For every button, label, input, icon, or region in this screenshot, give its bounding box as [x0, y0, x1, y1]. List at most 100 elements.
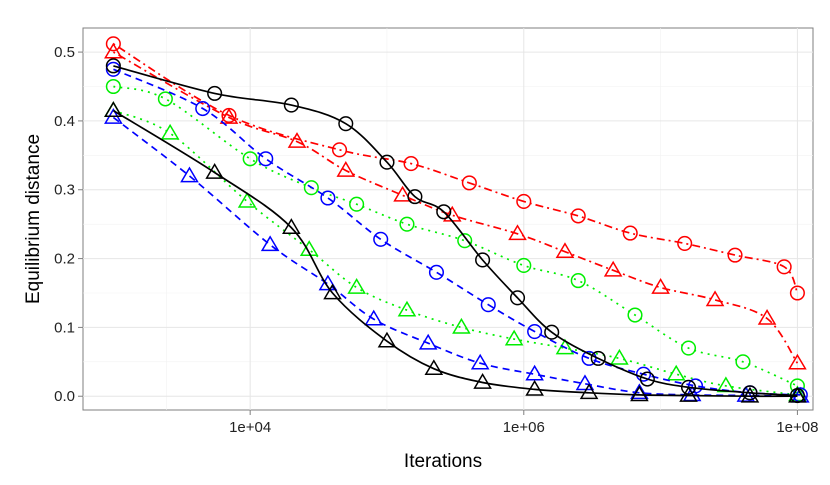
data-point-circle — [581, 350, 597, 366]
series-line — [112, 109, 798, 398]
data-point-triangle — [397, 300, 417, 317]
data-point-circle — [105, 78, 121, 95]
data-point-triangle — [473, 372, 492, 389]
x-axis-ticks: 1e+04 1e+06 1e+08 — [229, 410, 818, 436]
x-tick-label: 1e+06 — [503, 419, 545, 436]
x-tick-label: 1e+04 — [229, 419, 271, 436]
data-point-triangle — [104, 101, 123, 117]
data-point-circle — [742, 385, 758, 401]
data-point-triangle — [757, 308, 777, 325]
data-point-circle — [590, 350, 606, 366]
data-point-circle — [105, 61, 121, 77]
series-line — [113, 85, 798, 387]
data-point-triangle — [666, 364, 686, 381]
data-point-circle — [331, 142, 348, 158]
data-point-circle — [258, 151, 274, 167]
data-point-circle — [677, 235, 693, 251]
data-point-triangle — [788, 353, 807, 370]
data-point-triangle — [452, 317, 471, 334]
y-tick-label: 0.0 — [54, 388, 75, 405]
data-point-circle — [635, 366, 652, 382]
data-point-circle — [105, 58, 121, 74]
y-tick-label: 0.5 — [54, 44, 75, 61]
data-point-triangle — [364, 309, 384, 326]
data-point-triangle — [418, 333, 438, 350]
data-point-triangle — [610, 348, 629, 365]
data-point-triangle — [504, 329, 524, 346]
data-point-circle — [403, 156, 419, 172]
y-axis-title: Equilibrium distance — [23, 134, 44, 304]
data-point-circle — [283, 97, 299, 113]
data-point-circle — [436, 204, 452, 220]
data-point-circle — [680, 340, 697, 356]
data-point-circle — [349, 196, 365, 212]
data-point-circle — [680, 379, 697, 395]
data-point-circle — [320, 190, 336, 206]
data-point-triangle — [679, 386, 698, 402]
y-tick-label: 0.2 — [54, 251, 75, 268]
data-point-circle — [570, 273, 586, 289]
data-point-circle — [242, 151, 258, 167]
data-point-triangle — [377, 331, 397, 348]
x-axis-title: Iterations — [404, 451, 482, 472]
data-point-triangle — [180, 166, 199, 183]
series-6 — [105, 58, 805, 404]
data-point-circle — [735, 354, 751, 370]
data-point-circle — [105, 36, 121, 52]
data-point-circle — [776, 259, 792, 275]
data-point-triangle — [630, 383, 649, 400]
data-point-triangle — [299, 240, 319, 256]
data-point-triangle — [393, 185, 412, 202]
data-point-triangle — [287, 132, 307, 148]
data-point-triangle — [219, 107, 239, 124]
data-point-triangle — [323, 283, 342, 300]
data-point-circle — [727, 247, 743, 263]
data-point-circle — [461, 175, 477, 191]
data-point-triangle — [705, 290, 725, 307]
data-point-triangle — [347, 278, 366, 294]
data-point-triangle — [575, 374, 595, 391]
data-point-triangle — [318, 274, 338, 291]
data-point-circle — [570, 208, 586, 224]
series-line — [113, 68, 801, 396]
y-tick-label: 0.4 — [54, 113, 75, 130]
series-5 — [104, 107, 810, 403]
data-point-triangle — [282, 218, 301, 234]
data-point-triangle — [104, 42, 123, 59]
data-point-circle — [195, 100, 211, 117]
data-point-circle — [457, 233, 473, 249]
data-point-triangle — [740, 386, 760, 403]
data-point-triangle — [336, 160, 356, 177]
data-point-circle — [516, 257, 532, 274]
plot-panel — [82, 27, 814, 411]
data-point-triangle — [508, 224, 527, 241]
y-tick-label: 0.3 — [54, 182, 75, 199]
data-point-triangle — [424, 359, 444, 376]
data-point-circle — [527, 323, 543, 340]
data-point-triangle — [237, 191, 257, 208]
data-point-triangle — [260, 235, 280, 252]
data-point-circle — [622, 225, 638, 241]
data-point-circle — [789, 285, 805, 301]
data-point-circle — [428, 264, 445, 280]
series-layer — [104, 36, 810, 404]
data-point-triangle — [555, 242, 575, 259]
data-point-circle — [407, 189, 423, 205]
data-point-triangle — [579, 383, 599, 400]
data-point-circle — [157, 91, 173, 107]
data-point-triangle — [603, 260, 623, 277]
data-point-circle — [399, 216, 415, 232]
y-axis-ticks: 0.0 0.1 0.2 0.3 0.4 0.5 — [54, 44, 83, 405]
data-point-triangle — [788, 386, 807, 403]
data-point-triangle — [470, 353, 490, 370]
data-point-circle — [516, 193, 532, 209]
data-point-triangle — [651, 278, 670, 294]
series-0 — [105, 36, 805, 301]
data-point-triangle — [555, 338, 575, 355]
data-point-circle — [475, 252, 491, 268]
x-tick-label: 1e+08 — [776, 419, 818, 436]
data-point-circle — [544, 324, 560, 340]
data-point-circle — [207, 85, 223, 101]
data-point-circle — [303, 180, 319, 196]
